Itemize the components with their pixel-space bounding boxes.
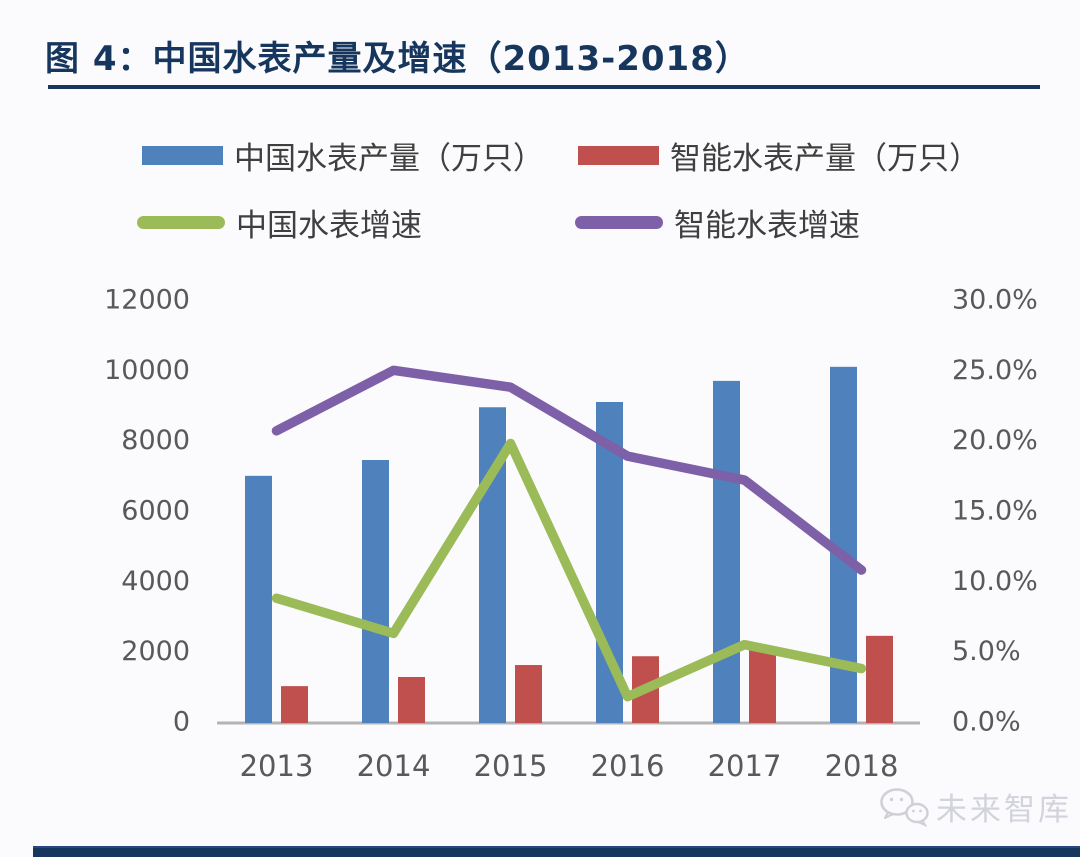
y-right-tick-label: 25.0%: [952, 355, 1038, 386]
legend-swatch-china-production: [142, 145, 223, 165]
legend-label-smart-production: 智能水表产量（万只）: [670, 140, 980, 177]
bar-smart-production-2014: [398, 676, 425, 723]
legend-label-china-production: 中国水表产量（万只）: [234, 140, 544, 177]
figure-title: 图 4：中国水表产量及增速（2013-2018）: [45, 39, 750, 79]
bar-china-production-2017: [713, 380, 740, 723]
y-left-tick-label: 0: [173, 707, 190, 738]
y-left-tick-label: 4000: [121, 566, 190, 597]
line-china-growth: [271, 438, 867, 702]
y-right-tick-label: 10.0%: [952, 566, 1038, 597]
legend-item-china-production: 中国水表产量（万只）: [142, 136, 544, 177]
bar-china-production-2014: [362, 460, 389, 723]
x-category-label: 2018: [825, 749, 899, 783]
bar-smart-production-2018: [866, 635, 893, 723]
y-right-tick-label: 5.0%: [952, 636, 1021, 667]
y-left-tick-label: 8000: [121, 425, 190, 456]
y-left-tick-label: 12000: [104, 285, 190, 316]
legend-item-smart-production: 智能水表产量（万只）: [578, 136, 980, 177]
legend-swatch-china-growth: [137, 215, 225, 229]
legend-swatch-smart-growth: [575, 215, 663, 229]
y-right-tick-label: 30.0%: [952, 285, 1038, 316]
x-category-label: 2014: [357, 749, 431, 783]
legend-item-smart-growth: 智能水表增速: [575, 203, 860, 244]
x-category-label: 2016: [591, 749, 665, 783]
line-smart-growth: [271, 365, 867, 575]
y-left-tick-label: 2000: [121, 636, 190, 667]
title-divider: [48, 85, 1040, 89]
y-left-tick-label: 10000: [104, 355, 190, 386]
legend-item-china-growth: 中国水表增速: [137, 203, 422, 244]
legend-swatch-smart-production: [578, 145, 659, 165]
x-category-label: 2017: [708, 749, 782, 783]
y-right-tick-label: 20.0%: [952, 425, 1038, 456]
y-left-tick-label: 6000: [121, 496, 190, 527]
wechat-icon: [880, 787, 929, 827]
bar-china-production-2013: [245, 475, 272, 723]
bar-smart-production-2017: [749, 647, 776, 723]
bottom-border-bar: [33, 846, 1080, 857]
y-right-tick-label: 0.0%: [952, 707, 1021, 738]
x-category-label: 2015: [474, 749, 548, 783]
legend-label-china-growth: 中国水表增速: [236, 207, 422, 244]
y-right-tick-label: 15.0%: [952, 496, 1038, 527]
x-category-label: 2013: [240, 749, 314, 783]
watermark-text: 未来智库: [936, 792, 1072, 828]
bar-smart-production-2015: [515, 665, 542, 723]
watermark: 未来智库: [876, 784, 1072, 829]
bar-smart-production-2013: [281, 686, 308, 723]
legend-label-smart-growth: 智能水表增速: [674, 207, 860, 244]
